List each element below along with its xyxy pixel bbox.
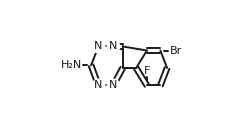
Text: N: N bbox=[109, 81, 117, 90]
Text: N: N bbox=[94, 41, 103, 51]
Text: Br: Br bbox=[170, 46, 182, 55]
Text: N: N bbox=[94, 81, 103, 90]
Text: H₂N: H₂N bbox=[60, 60, 82, 70]
Text: F: F bbox=[144, 66, 150, 76]
Text: N: N bbox=[109, 41, 117, 51]
